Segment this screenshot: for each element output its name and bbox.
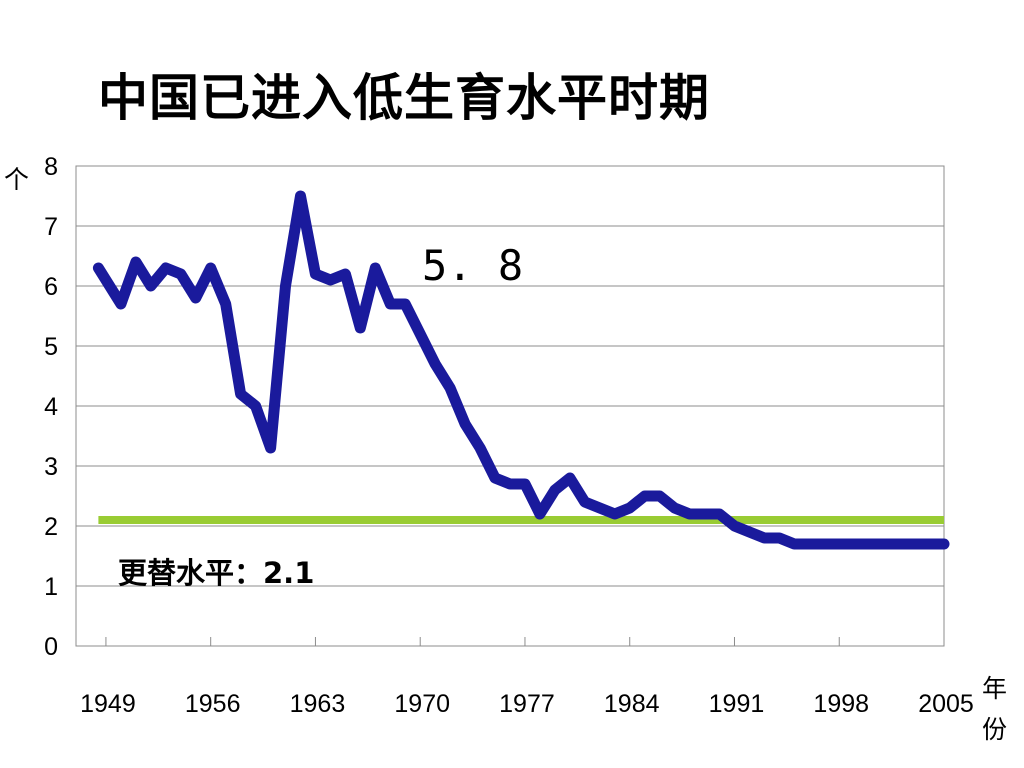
y-tick-label-6: 6 [44,273,58,301]
x-tick-labels: 1949 1956 1963 1970 1977 1984 1991 1998 2005 [80,690,974,718]
peak-annotation: 5. 8 [422,241,523,290]
y-tick-label-2: 2 [44,513,58,541]
x-tick-label-1956: 1956 [185,690,241,718]
x-tick-label-1970: 1970 [394,690,450,718]
chart-title: 中国已进入低生育水平时期 [98,69,710,127]
x-tick-label-2005: 2005 [918,690,974,718]
y-tick-label-7: 7 [44,213,58,241]
y-tick-label-8: 8 [44,153,58,181]
x-tick-label-1984: 1984 [604,690,660,718]
y-tick-label-5: 5 [44,333,58,361]
y-tick-label-0: 0 [44,633,58,661]
x-tick-label-1963: 1963 [290,690,346,718]
x-tick-label-1949: 1949 [80,690,136,718]
x-tick-label-1991: 1991 [709,690,765,718]
series-line-tfr [92,190,950,550]
series-lines [92,190,950,550]
x-unit-label-char-2: 份 [982,715,1007,744]
y-tick-labels: 0 1 2 3 4 5 6 7 8 [44,153,58,661]
x-tick-marks [105,637,945,646]
x-tick-label-1977: 1977 [499,690,555,718]
y-tick-label-4: 4 [44,393,58,421]
y-unit-label: 个 [4,165,29,194]
x-unit-label-char-1: 年 [982,674,1007,703]
y-tick-label-1: 1 [44,573,58,601]
replacement-level-annotation: 更替水平：2.1 [118,556,314,590]
y-tick-label-3: 3 [44,453,58,481]
x-tick-label-1998: 1998 [813,690,869,718]
